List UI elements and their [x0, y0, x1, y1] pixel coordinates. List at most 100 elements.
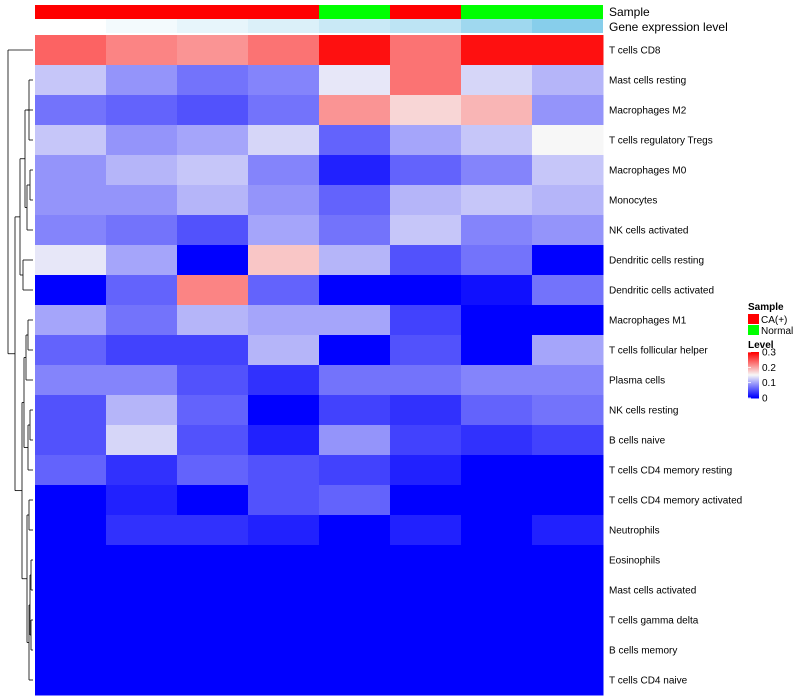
legend-colorbar-step	[748, 365, 759, 367]
heatmap-cell	[390, 515, 462, 546]
heatmap-cell	[461, 365, 533, 396]
legend-level-title: Level	[748, 340, 774, 351]
heatmap-cell	[35, 215, 107, 246]
row-label: T cells regulatory Tregs	[609, 136, 713, 147]
legend-swatch	[748, 325, 759, 335]
heatmap-cell	[390, 395, 462, 426]
heatmap-cell	[106, 65, 178, 96]
heatmap-cell	[106, 665, 178, 696]
heatmap-cell	[390, 665, 462, 696]
heatmap-cell	[248, 215, 320, 246]
row-label: Dendritic cells resting	[609, 256, 704, 267]
row-label: Monocytes	[609, 196, 657, 207]
heatmap-cell	[390, 575, 462, 606]
heatmap-cell	[35, 65, 107, 96]
heatmap-cell	[177, 635, 249, 666]
heatmap-cell	[177, 485, 249, 516]
heatmap-cell	[532, 65, 604, 96]
row-label: Neutrophils	[609, 526, 660, 537]
heatmap-cell	[106, 125, 178, 156]
row-label: B cells naive	[609, 436, 666, 447]
heatmap-cell	[177, 545, 249, 576]
legend-colorbar-step	[748, 395, 759, 397]
legend-colorbar-step	[748, 353, 759, 355]
heatmap-cell	[35, 245, 107, 276]
heatmap-cell	[390, 455, 462, 486]
heatmap-cell	[461, 155, 533, 186]
heatmap-cell	[177, 395, 249, 426]
heatmap-cell	[106, 365, 178, 396]
heatmap-cell	[248, 515, 320, 546]
sample-annotation-cell	[177, 5, 248, 19]
legend-colorbar-step	[748, 375, 759, 377]
heatmap-cell	[177, 515, 249, 546]
heatmap-cell	[248, 185, 320, 216]
heatmap-cell	[461, 245, 533, 276]
expression-annotation-cell	[461, 19, 532, 33]
sample-annotation-cell	[106, 5, 177, 19]
heatmap-cell	[390, 485, 462, 516]
heatmap-cell	[319, 305, 391, 336]
heatmap-cell	[177, 455, 249, 486]
row-label: Macrophages M1	[609, 316, 687, 327]
expression-annotation-cell	[106, 19, 177, 33]
row-label: Mast cells activated	[609, 586, 696, 597]
heatmap-cell	[390, 605, 462, 636]
heatmap-cell	[248, 425, 320, 456]
sample-annotation-cell	[35, 5, 106, 19]
heatmap-cell	[461, 575, 533, 606]
legend-colorbar-step	[748, 379, 759, 381]
row-label: T cells gamma delta	[609, 616, 699, 627]
heatmap-cell	[248, 95, 320, 126]
legend-colorbar-step	[748, 374, 759, 376]
row-label: T cells CD4 naive	[609, 676, 688, 687]
heatmap-cell	[248, 455, 320, 486]
legend-colorbar-step	[748, 393, 759, 395]
legend-entry-label: CA(+)	[761, 315, 787, 326]
heatmap-cell	[532, 155, 604, 186]
heatmap-cell	[461, 215, 533, 246]
heatmap-cell	[532, 605, 604, 636]
heatmap-cell	[319, 65, 391, 96]
heatmap-cell	[35, 635, 107, 666]
legend-swatch	[748, 314, 759, 324]
heatmap-cell	[461, 395, 533, 426]
row-label: T cells follicular helper	[609, 346, 708, 357]
legend-colorbar-step	[748, 385, 759, 387]
legend-colorbar-step	[748, 384, 759, 386]
heatmap-cell	[319, 125, 391, 156]
heatmap-cell	[248, 545, 320, 576]
heatmap-cell	[461, 95, 533, 126]
row-label: T cells CD4 memory resting	[609, 466, 732, 477]
expression-annotation-cell	[532, 19, 603, 33]
heatmap-cell	[319, 425, 391, 456]
heatmap-cell	[319, 155, 391, 186]
expression-annotation-cell	[390, 19, 461, 33]
heatmap-cell	[461, 185, 533, 216]
expression-annotation-cell	[177, 19, 248, 33]
heatmap-cell	[106, 545, 178, 576]
row-label: Plasma cells	[609, 376, 665, 387]
heatmap-cell	[248, 125, 320, 156]
row-labels: T cells CD8 Mast cells resting Macrophages…	[609, 46, 742, 687]
heatmap-cell	[177, 365, 249, 396]
row-dendrogram	[7, 49, 33, 681]
heatmap-cell	[106, 395, 178, 426]
legend-colorbar-step	[748, 390, 759, 392]
heatmap-cell	[35, 515, 107, 546]
heatmap-cell	[248, 575, 320, 606]
heatmap-cell	[106, 455, 178, 486]
row-label: T cells CD4 memory activated	[609, 496, 742, 507]
heatmap-cell	[35, 425, 107, 456]
expression-annotation-cell	[35, 19, 106, 33]
heatmap-cell	[35, 455, 107, 486]
heatmap-cell	[319, 485, 391, 516]
heatmap-cell	[35, 335, 107, 366]
heatmap-cell	[390, 275, 462, 306]
heatmap-cell	[35, 395, 107, 426]
legend-colorbar-step	[748, 369, 759, 371]
heatmap-cell	[177, 335, 249, 366]
heatmap-cell	[248, 305, 320, 336]
